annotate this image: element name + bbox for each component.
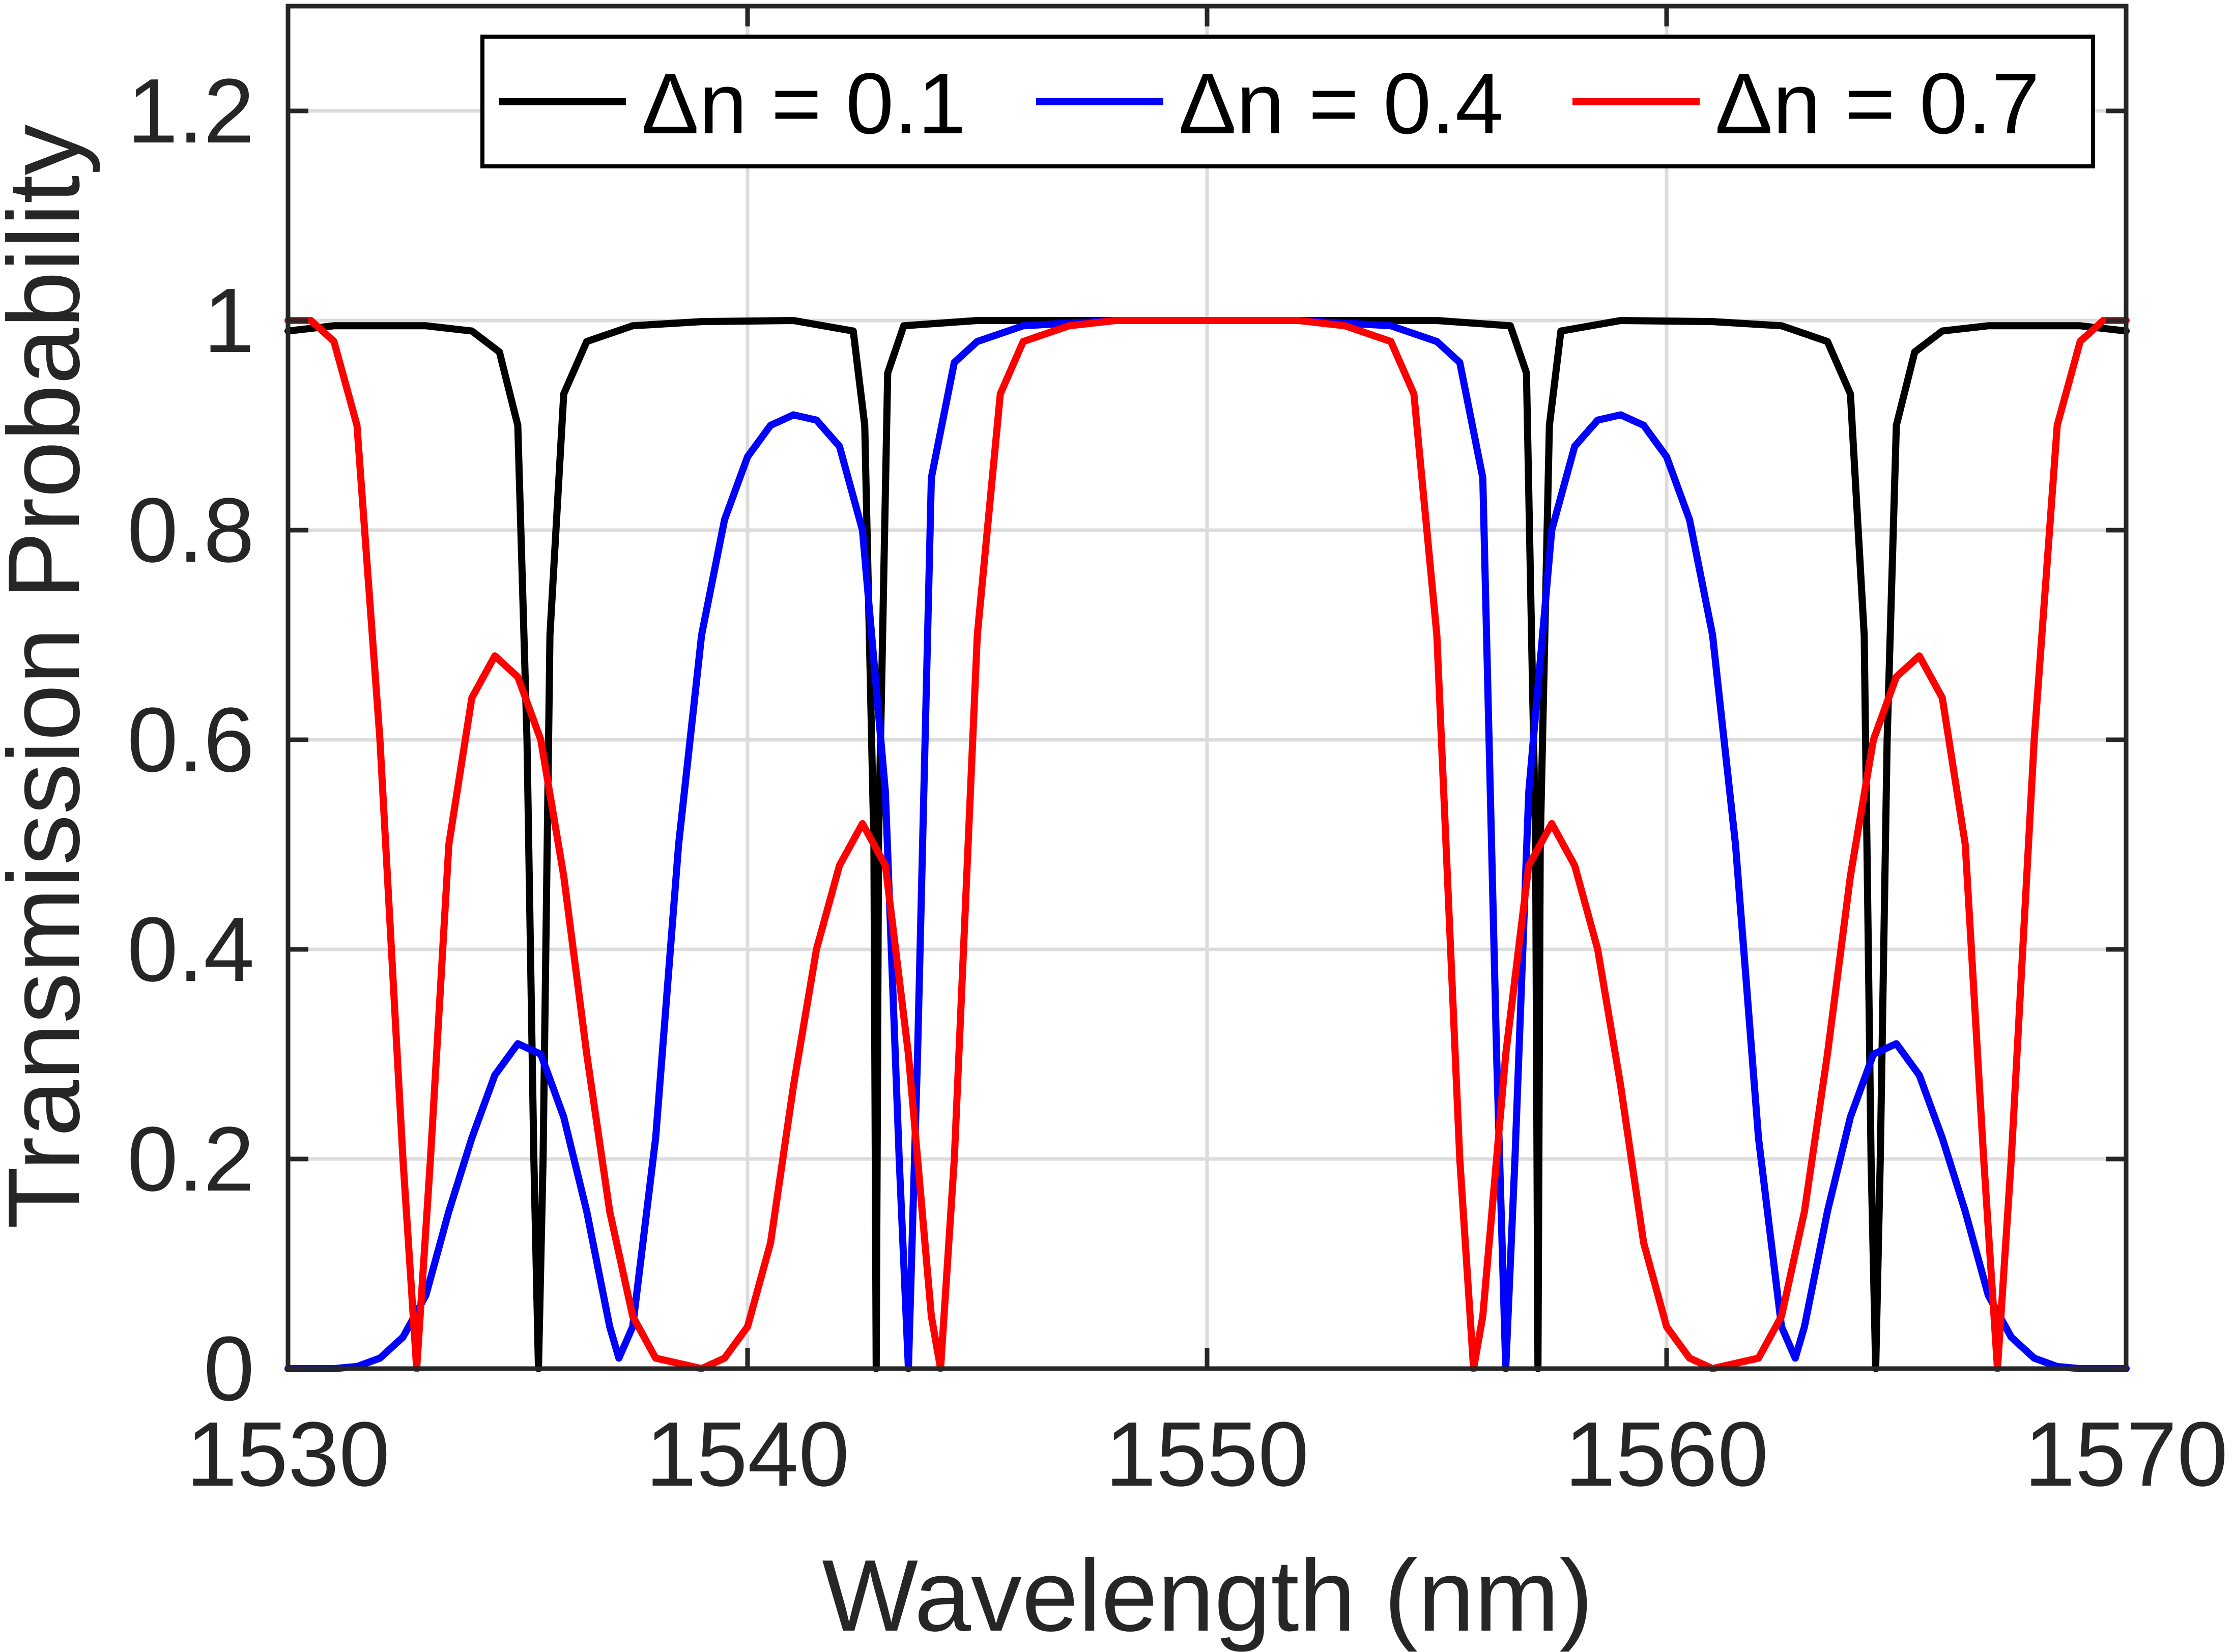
plot-lines: [284, 317, 2130, 1372]
y-axis-label: Transmission Probability: [0, 124, 101, 1229]
axes-frame: [285, 4, 2129, 1371]
legend-box: [480, 35, 2095, 168]
y-tick-label: 0.4: [127, 899, 254, 1001]
series-line-3: [284, 317, 2130, 1372]
y-tick-label: 0: [204, 1318, 254, 1420]
x-tick-label: 1550: [1105, 1403, 1309, 1505]
y-tick-label: 1.2: [127, 60, 254, 162]
x-tick-label: 1540: [646, 1403, 849, 1505]
y-tick-labels: 0 0.2 0.4 0.6 0.8 1 1.2: [127, 60, 254, 1420]
y-tick-label: 0.8: [127, 479, 254, 582]
x-tick-label: 1530: [186, 1403, 390, 1505]
legend: Δn = 0.1 Δn = 0.4 Δn = 0.7: [480, 35, 2095, 168]
legend-label-1: Δn = 0.1: [641, 55, 966, 152]
legend-label-2: Δn = 0.4: [1179, 55, 1503, 152]
x-axis-label: Wavelength (nm): [822, 1539, 1593, 1652]
x-tick-labels: 1530 1540 1550 1560 1570: [186, 1403, 2228, 1505]
y-tick-label: 1: [204, 270, 254, 372]
x-tick-label: 1570: [2024, 1403, 2228, 1505]
grid-lines: [286, 6, 2128, 1371]
x-tick-label: 1560: [1565, 1403, 1768, 1505]
y-tick-label: 0.6: [127, 689, 254, 791]
legend-label-3: Δn = 0.7: [1715, 55, 2040, 152]
y-tick-label: 0.2: [127, 1108, 254, 1210]
